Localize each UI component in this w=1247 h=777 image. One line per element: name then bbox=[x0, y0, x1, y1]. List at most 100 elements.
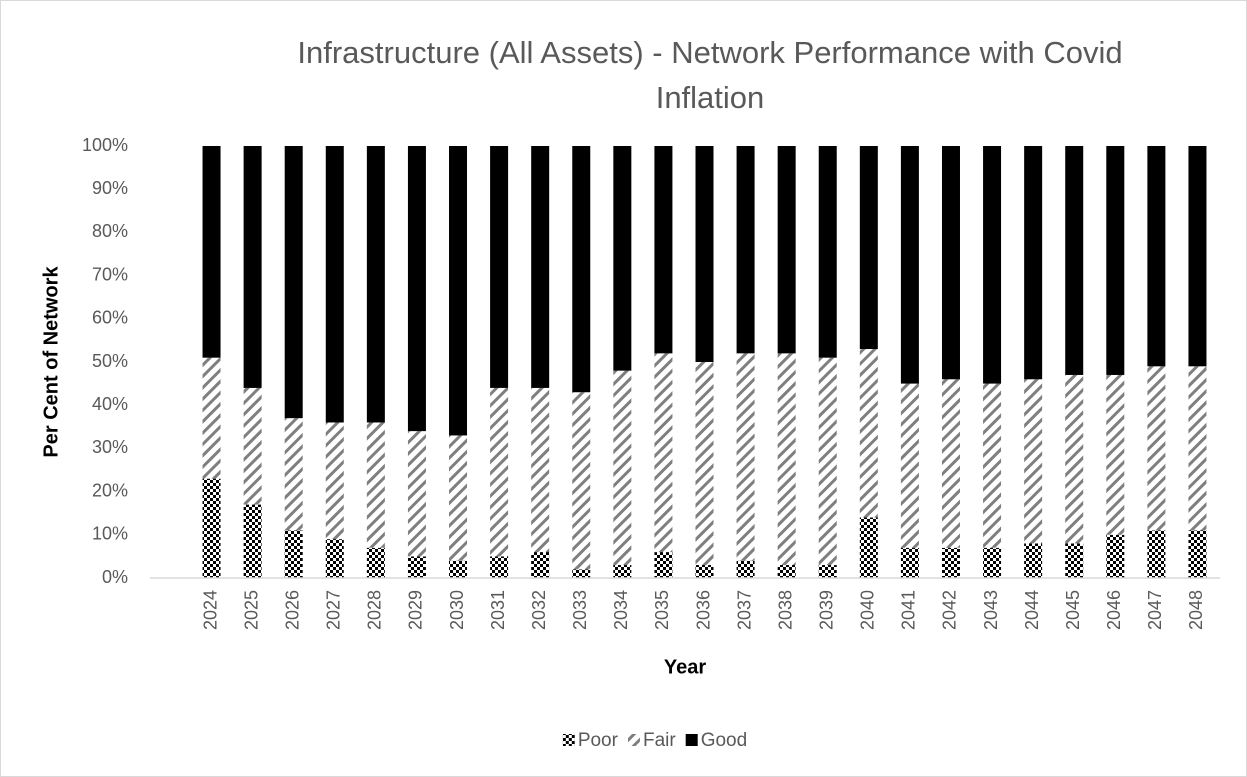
y-tick-label: 30% bbox=[92, 437, 128, 457]
bar-segment bbox=[736, 560, 755, 578]
x-tick-label: 2038 bbox=[775, 590, 795, 630]
bar-segment bbox=[1065, 146, 1084, 375]
bar-segment bbox=[325, 422, 344, 540]
chart-title: Inflation bbox=[656, 80, 765, 115]
x-tick-label: 2048 bbox=[1186, 590, 1206, 630]
y-tick-label: 40% bbox=[92, 394, 128, 414]
bar-segment bbox=[777, 565, 796, 578]
bar-segment bbox=[859, 146, 878, 350]
bar-segment bbox=[1147, 530, 1166, 578]
x-tick-label: 2041 bbox=[899, 590, 919, 630]
bar-segment bbox=[1024, 543, 1043, 578]
bar-segment bbox=[490, 556, 509, 578]
bar-segment bbox=[325, 146, 344, 423]
y-tick-label: 80% bbox=[92, 221, 128, 241]
bar-segment bbox=[407, 556, 426, 578]
x-tick-label: 2035 bbox=[652, 590, 672, 630]
bar-segment bbox=[1188, 530, 1207, 578]
x-tick-label: 2027 bbox=[324, 590, 344, 630]
x-tick-label: 2036 bbox=[693, 590, 713, 630]
bar-segment bbox=[613, 146, 632, 371]
bar-segment bbox=[449, 560, 468, 578]
bar-segment bbox=[572, 146, 591, 393]
bar-segment bbox=[941, 379, 960, 548]
bar-segment bbox=[695, 146, 714, 362]
bar-segment bbox=[941, 547, 960, 578]
bar-segment bbox=[490, 146, 509, 388]
x-tick-label: 2031 bbox=[488, 590, 508, 630]
bar-segment bbox=[900, 146, 919, 384]
x-tick-label: 2026 bbox=[282, 590, 302, 630]
bar-segment bbox=[736, 146, 755, 354]
y-tick-label: 50% bbox=[92, 351, 128, 371]
bar-segment bbox=[613, 565, 632, 578]
bar-segment bbox=[284, 530, 303, 578]
bar-segment bbox=[531, 146, 550, 388]
bar-segment bbox=[859, 517, 878, 578]
bar-segment bbox=[366, 146, 385, 423]
bar-segment bbox=[243, 146, 262, 388]
bar-segment bbox=[1147, 146, 1166, 367]
x-tick-label: 2042 bbox=[940, 590, 960, 630]
bar-segment bbox=[572, 569, 591, 578]
bar-segment bbox=[531, 387, 550, 553]
bar-segment bbox=[490, 387, 509, 557]
bar-segment bbox=[1106, 146, 1125, 375]
x-tick-label: 2046 bbox=[1104, 590, 1124, 630]
bar-segment bbox=[859, 349, 878, 518]
bar-segment bbox=[900, 383, 919, 548]
bar-segment bbox=[777, 146, 796, 354]
bar-segment bbox=[983, 547, 1002, 578]
x-tick-label: 2032 bbox=[529, 590, 549, 630]
y-axis-title: Per Cent of Network bbox=[40, 266, 62, 458]
bar-segment bbox=[572, 392, 591, 570]
bar-segment bbox=[366, 547, 385, 578]
x-tick-label: 2028 bbox=[365, 590, 385, 630]
legend: Poor Fair Good bbox=[562, 730, 747, 751]
bar-segment bbox=[243, 387, 262, 505]
bar-segment bbox=[531, 552, 550, 578]
bar-segment bbox=[1188, 146, 1207, 367]
bar-segment bbox=[1024, 379, 1043, 544]
bar-segment bbox=[284, 146, 303, 419]
x-tick-label: 2030 bbox=[447, 590, 467, 630]
y-tick-label: 70% bbox=[92, 264, 128, 284]
bar-segment bbox=[1106, 374, 1125, 535]
bar-segment bbox=[202, 357, 221, 479]
y-tick-label: 90% bbox=[92, 178, 128, 198]
x-tick-label: 2029 bbox=[406, 590, 426, 630]
x-tick-label: 2037 bbox=[734, 590, 754, 630]
y-tick-label: 10% bbox=[92, 524, 128, 544]
bar-segment bbox=[202, 146, 221, 358]
x-tick-label: 2025 bbox=[241, 590, 261, 630]
bar-segment bbox=[243, 504, 262, 578]
bar-segment bbox=[407, 431, 426, 557]
x-tick-label: 2040 bbox=[858, 590, 878, 630]
x-tick-label: 2044 bbox=[1022, 590, 1042, 630]
bar-segment bbox=[777, 353, 796, 566]
bar-segment bbox=[818, 146, 837, 358]
legend-swatch bbox=[562, 734, 575, 746]
bar-segment bbox=[202, 478, 221, 578]
x-tick-label: 2045 bbox=[1063, 590, 1083, 630]
bar-segment bbox=[900, 547, 919, 578]
bar-segment bbox=[818, 357, 837, 566]
legend-label: Fair bbox=[643, 730, 676, 751]
bar-segment bbox=[736, 353, 755, 561]
legend-swatch bbox=[685, 734, 698, 746]
bar-segment bbox=[1106, 534, 1125, 578]
bar-segment bbox=[818, 565, 837, 578]
bar-segment bbox=[449, 146, 468, 436]
bar-segment bbox=[1024, 146, 1043, 380]
y-tick-label: 0% bbox=[102, 567, 128, 587]
bar-segment bbox=[284, 418, 303, 531]
bar-segment bbox=[1065, 543, 1084, 578]
y-tick-label: 60% bbox=[92, 308, 128, 328]
x-tick-label: 2039 bbox=[816, 590, 836, 630]
bar-segment bbox=[449, 435, 468, 561]
legend-label: Poor bbox=[578, 730, 619, 751]
x-tick-label: 2043 bbox=[981, 590, 1001, 630]
bar-segment bbox=[366, 422, 385, 548]
legend-swatch bbox=[627, 734, 640, 746]
bar-segment bbox=[695, 565, 714, 578]
